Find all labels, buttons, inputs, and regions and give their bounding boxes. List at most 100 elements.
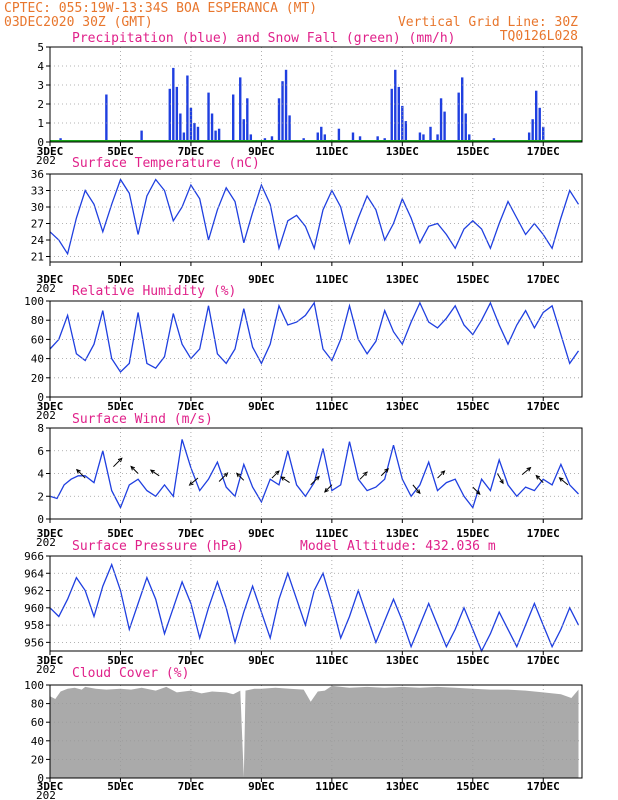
wind-vector-shaft [437,470,445,479]
wind-vector-shaft [472,486,481,495]
precip-bar [323,134,327,142]
wind-xtick-label: 13DEC [386,527,419,540]
rh-ytick-label: 40 [31,353,44,366]
precip-xtick-label: 13DEC [386,145,419,158]
wind-vector-arrow [412,484,421,495]
wind-xtick-label: 17DEC [527,527,560,540]
wind-title: Surface Wind (m/s) [72,412,213,427]
precip-bar [189,107,193,142]
precip-bar [464,113,467,142]
precip-bar [193,123,196,142]
temp-xtick-label: 11DEC [315,273,348,286]
cloud-xtick-label: 9DEC [248,780,275,793]
rh-xtick-label: 7DEC [178,400,205,413]
cloud-title: Cloud Cover (%) [72,666,189,681]
precip-bar [436,134,439,142]
temp-ytick-label: 33 [31,185,44,198]
temp-ytick-label: 21 [31,251,44,264]
precip-bar [394,69,397,142]
precip-bar [534,90,538,142]
wind-xtick-label: 15DEC [456,527,489,540]
wind-vector-head [416,489,421,495]
rh-year-label: 202 [36,409,56,422]
wind-series-line [49,439,579,510]
cloud-frame [49,684,583,779]
rh-ytick-label: 0 [37,391,44,404]
panel-cloud: 0 20 40 60 80 100 3DEC 5DEC 7DEC 9DEC 11DEC 13DEC 15… [24,666,583,800]
wind-vector-arrow [359,471,368,480]
rh-ytick-label: 100 [24,295,44,308]
wind-xtick-label: 3DEC [37,527,64,540]
wind-vector-shaft [271,470,280,479]
wind-vector-arrow [437,470,446,479]
wind-vector-head [475,490,481,495]
wind-vector-arrow [472,486,481,495]
pressure-ytick-label: 966 [24,550,44,563]
precip-bar [376,136,379,142]
precip-year-label: 202 [36,154,56,167]
wind-vector-head [535,474,541,480]
cloud-year-label: 202 [36,789,56,800]
precip-bar [531,119,534,142]
precip-bar [468,134,471,142]
rh-xtick-label: 17DEC [527,400,560,413]
precip-bar [242,119,245,142]
wind-vector-shaft [559,477,569,486]
temp-xtick-label: 9DEC [248,273,275,286]
rh-xtick-label: 11DEC [315,400,348,413]
temp-ytick-label: 30 [31,201,44,214]
precip-bar [457,92,460,142]
cloud-xtick-label: 5DEC [107,780,134,793]
wind-vector-shaft [130,466,139,474]
wind-vector-shaft [497,473,504,484]
cloud-xtick-label: 17DEC [527,780,560,793]
cloud-xtick-label: 7DEC [178,780,205,793]
precip-ytick-label: 4 [37,60,44,73]
precip-ytick-label: 5 [37,41,44,54]
wind-vector-shaft [535,475,544,483]
temp-xtick-label: 15DEC [456,273,489,286]
rh-series-line [49,301,580,374]
pressure-ytick-label: 958 [24,619,44,632]
pressure-frame [49,555,583,652]
rh-ytick-label: 60 [31,333,44,346]
precip-bar [390,88,393,142]
precip-xtick-label: 11DEC [315,145,348,158]
pressure-xtick-label: 7DEC [178,654,205,667]
temp-xtick-label: 7DEC [178,273,205,286]
precip-xtick-label: 15DEC [456,145,489,158]
wind-vector-head [280,476,286,481]
wind-vector-shaft [113,457,123,468]
precip-bar [172,67,175,142]
wind-vector-arrow [188,477,199,486]
wind-ytick-label: 2 [37,490,44,503]
pressure-xtick-label: 11DEC [315,654,348,667]
wind-vector-head [363,471,368,477]
wind-vector-arrow [535,474,544,483]
header-station: CPTEC: 055:19W-13:34S BOA ESPERANCA (MT) [4,1,317,16]
wind-xtick-label: 11DEC [315,527,348,540]
precip-bar [277,98,281,142]
precip-bar [358,136,362,142]
pressure-title: Surface Pressure (hPa) [72,539,244,554]
precip-bar [186,75,189,142]
wind-year-label: 202 [36,536,56,549]
precip-bar [404,121,408,142]
precip-bar [105,94,108,142]
wind-xtick-label: 9DEC [248,527,275,540]
wind-vector-head [324,487,329,493]
wind-vector-head [117,457,123,463]
rh-xtick-label: 9DEC [248,400,275,413]
wind-vector-head [558,477,564,482]
panel-pressure: 956 958 960 962 964 966 3DEC 5DEC 7DEC 9DEC 11DEC 1… [24,539,583,676]
precip-bar [246,98,249,142]
wind-vector-head [384,467,389,473]
wind-vector-shaft [76,469,86,479]
panel-rh: 0 20 40 60 80 100 3DEC 5DEC 7DEC 9DEC 11DEC 13DEC 15… [24,284,583,422]
rh-xtick-label: 3DEC [37,400,64,413]
wind-vector-shaft [218,472,228,482]
precip-bar [210,113,214,142]
temp-ytick-label: 27 [31,218,44,231]
pressure-xtick-label: 17DEC [527,654,560,667]
